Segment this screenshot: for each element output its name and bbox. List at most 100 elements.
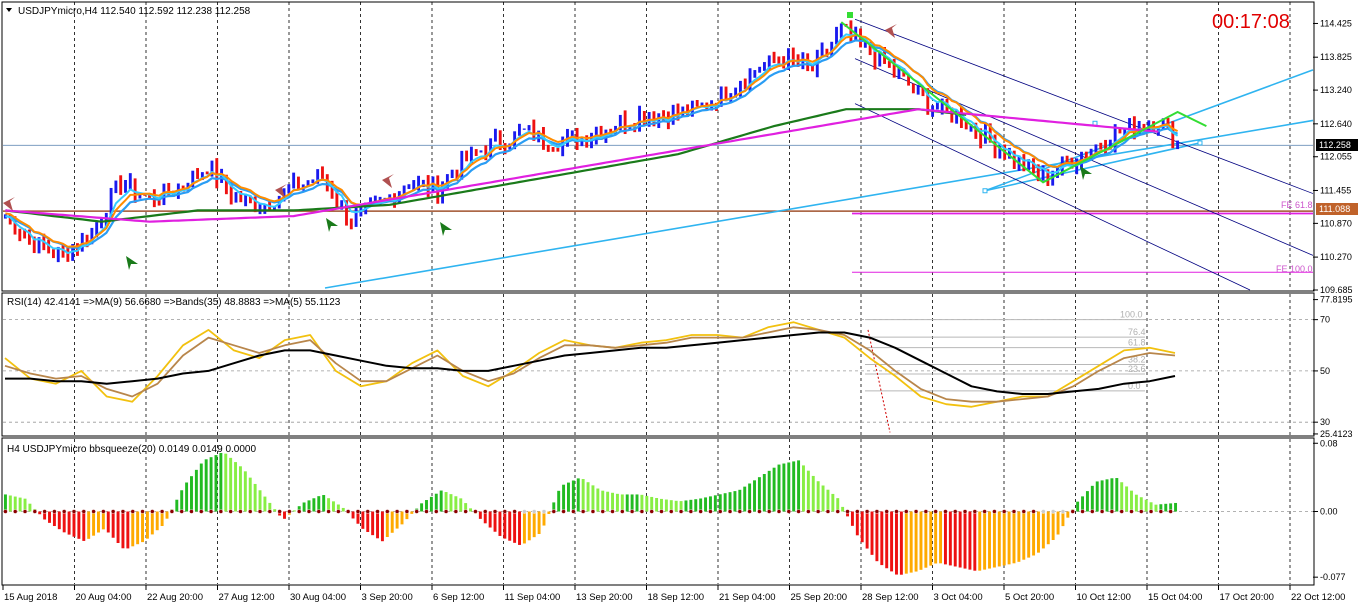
squeeze-dot: [110, 509, 116, 514]
fib-level-label: 38.2: [1128, 355, 1146, 365]
fe-100-label: FE 100.0: [1276, 264, 1313, 274]
squeeze-dot: [639, 509, 645, 514]
squeeze-dot: [443, 509, 449, 514]
squeeze-dot: [1090, 509, 1095, 514]
squeeze-dot: [434, 509, 439, 514]
down-channel-top[interactable]: [854, 18, 1314, 194]
squeeze-dot: [228, 509, 233, 514]
squeeze-dot: [1060, 509, 1066, 514]
channel-anchor[interactable]: [982, 188, 988, 194]
down-channel-mid[interactable]: [854, 58, 1314, 256]
date-label: 11 Sep 04:00: [505, 592, 561, 603]
squeeze-dot: [678, 509, 684, 514]
fib-level-label: 76.4: [1128, 327, 1146, 337]
rsi-ma-line[interactable]: [4, 326, 1176, 403]
squeeze-dot: [894, 509, 899, 514]
squeeze-dot: [600, 509, 605, 514]
bbsqueeze-tick: 0.00: [1320, 507, 1338, 517]
squeeze-dot: [718, 509, 723, 514]
date-label: 15 Oct 04:00: [1148, 592, 1202, 603]
squeeze-dot: [42, 509, 47, 514]
squeeze-dot: [551, 509, 556, 514]
squeeze-dot: [52, 509, 57, 514]
fib-level-label: 23.6: [1128, 364, 1146, 374]
price-tick: 114.425: [1320, 18, 1352, 28]
squeeze-dot: [140, 509, 145, 514]
squeeze-dot: [649, 509, 654, 514]
squeeze-dot: [375, 509, 380, 514]
bbsqueeze-layer: [3, 452, 1313, 575]
channel-line-lower[interactable]: [324, 119, 1314, 289]
rsi-axis: 77.8195 70 50 30 25.4123: [1313, 295, 1353, 439]
rsi-tick: 50: [1320, 366, 1330, 376]
squeeze-dot: [238, 509, 243, 514]
zigzag-line[interactable]: [840, 21, 1207, 184]
rsi-tick: 25.4123: [1320, 429, 1353, 439]
fib-anchor-line: [867, 329, 891, 433]
squeeze-dot: [757, 509, 762, 514]
channel-line-base[interactable]: [984, 142, 1201, 192]
squeeze-dot: [1070, 509, 1075, 514]
squeeze-dot: [1001, 509, 1007, 514]
squeeze-dot: [864, 509, 870, 514]
squeeze-dot: [512, 509, 517, 514]
squeeze-dot: [796, 509, 801, 514]
bbsqueeze-title: H4 USDJPYmicro bbsqueeze(20) 0.0149 0.01…: [7, 444, 256, 455]
date-label: 25 Sep 20:00: [791, 592, 848, 603]
squeeze-dot: [1158, 509, 1164, 514]
fib-level-label: 100.0: [1120, 310, 1143, 320]
squeeze-dot: [933, 509, 938, 514]
squeeze-dot: [815, 509, 821, 514]
sell-arrow-icon: [3, 197, 15, 211]
sell-arrow-icon: [275, 184, 287, 198]
squeeze-dot: [737, 509, 743, 514]
buy-arrow-icon: [326, 218, 338, 232]
date-label: 10 Oct 12:00: [1077, 592, 1131, 603]
squeeze-dot: [962, 509, 968, 514]
rsi-bands-line[interactable]: [5, 331, 1176, 395]
squeeze-dot: [13, 509, 18, 514]
squeeze-dot: [32, 509, 38, 514]
squeeze-dot: [199, 509, 204, 514]
squeeze-dot: [806, 509, 811, 514]
date-label: 21 Sep 04:00: [719, 592, 776, 603]
ma-200-line[interactable]: [5, 108, 967, 223]
svg-text:112.258: 112.258: [1319, 140, 1351, 150]
price-tick: 113.240: [1320, 85, 1352, 95]
squeeze-dot: [3, 509, 8, 514]
squeeze-dot: [316, 509, 321, 514]
squeeze-dot: [365, 509, 370, 514]
down-channel-bottom[interactable]: [854, 103, 1251, 291]
squeeze-dot: [580, 509, 586, 514]
price-axis: 114.425 113.825 113.240 112.640 112.055 111.4…: [1313, 18, 1353, 295]
squeeze-dot: [91, 509, 96, 514]
squeeze-dot: [1041, 509, 1046, 514]
squeeze-dot: [972, 509, 978, 514]
squeeze-dot: [296, 509, 302, 514]
time-axis: 15 Aug 2018 20 Aug 04:00 22 Aug 20:00 27 Au…: [2, 585, 1345, 603]
squeeze-dot: [561, 509, 566, 514]
ma-magenta-line[interactable]: [5, 108, 1159, 223]
squeeze-dot: [1050, 509, 1056, 514]
squeeze-dot: [1148, 509, 1154, 514]
svg-text:111.088: 111.088: [1319, 204, 1350, 214]
squeeze-dot: [473, 509, 478, 514]
squeeze-dot: [336, 509, 341, 514]
squeeze-dot: [620, 509, 625, 514]
squeeze-dot: [71, 509, 77, 514]
menu-triangle-icon[interactable]: [6, 8, 12, 12]
price-tick: 111.455: [1320, 185, 1351, 195]
squeeze-dot: [208, 509, 214, 514]
main-title: USDJPYmicro,H4 112.540 112.592 112.238 1…: [18, 6, 251, 17]
squeeze-dot: [913, 509, 919, 514]
channel-anchor[interactable]: [1197, 140, 1203, 146]
time-to-close-clock: 00:17:08: [1212, 11, 1290, 33]
squeeze-dot: [61, 509, 67, 514]
squeeze-dot: [1080, 509, 1085, 514]
ma-orange-line[interactable]: [5, 34, 1179, 248]
price-tick: 110.270: [1320, 252, 1352, 262]
squeeze-dot: [414, 509, 419, 514]
squeeze-dot: [571, 509, 576, 514]
current-price-marker: 112.258: [1316, 139, 1358, 151]
